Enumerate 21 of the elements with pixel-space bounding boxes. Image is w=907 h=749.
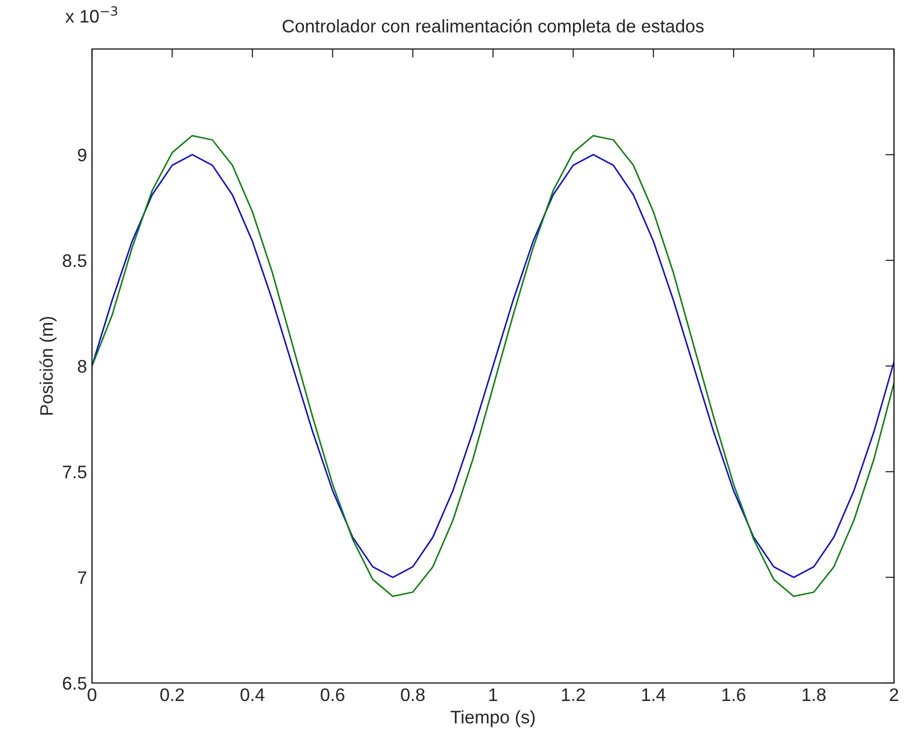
x-tick-label: 1 <box>489 688 498 701</box>
text: x 10$^{−3}$ <box>65 6 118 23</box>
y-tick-label: 9 <box>78 148 86 162</box>
x-tick-label: 0.4 <box>240 688 264 702</box>
y-axis-title: Posición (m) <box>39 316 56 415</box>
x-tick-label: 0.6 <box>320 688 344 702</box>
x-tick-label: 1.8 <box>802 688 826 702</box>
x-tick-label: 1.2 <box>562 688 585 701</box>
y-tick-label: 7.5 <box>62 466 86 478</box>
x-tick-label: 0.8 <box>400 688 425 702</box>
x-tick-label: 2 <box>890 688 898 701</box>
y-tick-label: 8 <box>78 360 86 373</box>
y-tick-label: 7 <box>78 571 86 584</box>
x-tick-label: 0.2 <box>160 688 184 702</box>
y-tick-label: 6.5 <box>62 676 86 690</box>
x-tick-label: 1.4 <box>642 688 666 701</box>
chart-title: Controlador con realimentación completa de estados <box>282 19 704 36</box>
x-axis-title: Tiempo (s) <box>450 710 535 728</box>
x-tick-label: 0 <box>88 688 96 702</box>
x-tick-label: 1.6 <box>722 688 746 702</box>
y-tick-label: 8.5 <box>62 254 86 268</box>
